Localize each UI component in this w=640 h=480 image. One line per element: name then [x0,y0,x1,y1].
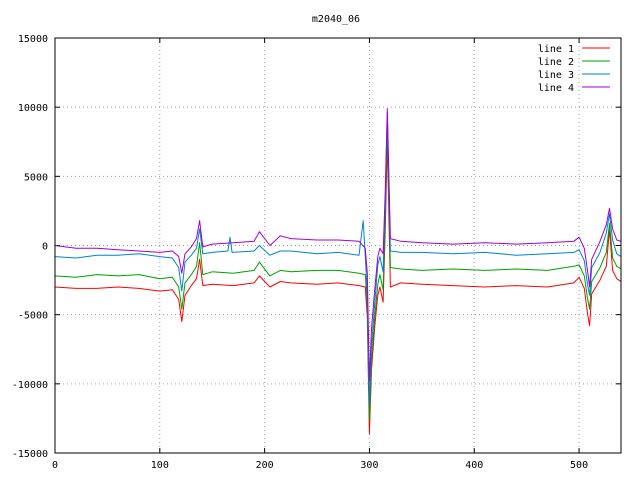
chart-title: m2040_06 [312,14,360,25]
x-tick-label: 200 [256,460,274,471]
legend-label-2: line 2 [538,57,574,68]
plot-frame [54,37,622,454]
y-tick-label: 0 [42,242,48,253]
legend-label-4: line 4 [538,83,574,94]
y-tick-label: 15000 [18,34,48,45]
x-tick-label: 0 [52,460,58,471]
series-line-2 [54,126,622,421]
legend: line 1 line 2 line 3 line 4 [538,44,610,94]
y-tick-label: 5000 [24,172,48,183]
series-line-3 [54,112,622,406]
x-tick-label: 500 [570,460,588,471]
y-tick-label: -10000 [12,380,48,391]
y-tick-label: 10000 [18,103,48,114]
axis-ticks: 0 100 200 300 400 500 -15000 -10000 -5000 0 5000 10… [12,34,621,471]
grid [55,38,621,453]
x-tick-label: 300 [360,460,378,471]
plot-area [54,108,622,435]
legend-label-1: line 1 [538,44,574,55]
series-line-1 [54,141,622,435]
legend-label-3: line 3 [538,70,574,81]
x-tick-label: 400 [465,460,483,471]
y-tick-label: -5000 [18,311,48,322]
y-tick-label: -15000 [12,449,48,460]
series-line-4 [54,108,622,382]
x-tick-label: 100 [151,460,169,471]
